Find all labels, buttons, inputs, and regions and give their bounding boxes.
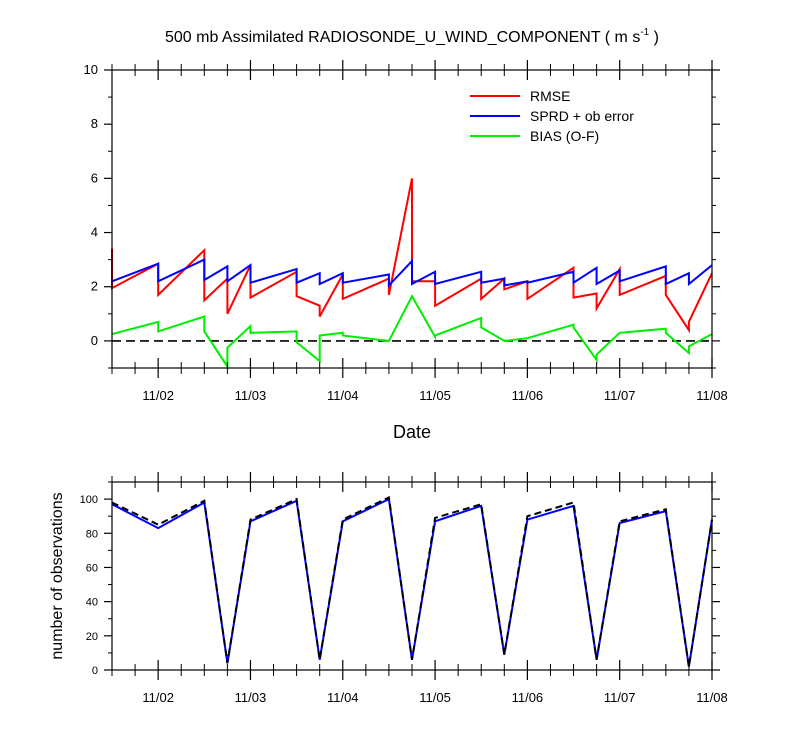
- legend-label: BIAS (O-F): [530, 128, 599, 144]
- x-tick-label: 11/03: [235, 690, 267, 705]
- x-tick-label: 11/05: [419, 388, 451, 403]
- y-tick-label: 40: [86, 597, 98, 609]
- x-tick-label: 11/08: [696, 388, 728, 403]
- y-tick-label: 8: [91, 116, 98, 131]
- x-tick-label: 11/06: [512, 690, 544, 705]
- y-tick-label: 10: [84, 62, 98, 77]
- y-tick-label: 0: [92, 665, 98, 677]
- x-tick-label: 11/06: [512, 388, 544, 403]
- series-line-possible: [111, 495, 713, 667]
- y-tick-label: 80: [86, 528, 98, 540]
- title-main: 500 mb Assimilated RADIOSONDE_U_WIND_COM…: [165, 29, 640, 46]
- legend-label: RMSE: [530, 88, 570, 104]
- y-tick-label: 100: [80, 494, 98, 506]
- title-exponent: -1: [640, 27, 649, 38]
- y-tick-label: 60: [86, 562, 98, 574]
- series-line-rmse: [111, 178, 713, 334]
- rmse-spread-bias-panel: 11/02 11/03 11/04 11/05 11/06 11/07 11/08 0 2 4 6 8…: [84, 60, 728, 442]
- x-tick-label: 11/05: [419, 690, 451, 705]
- x-tick-label: 11/02: [142, 388, 174, 403]
- legend-label: SPRD + ob error: [530, 108, 634, 124]
- x-tick-label: 11/02: [142, 690, 174, 705]
- y-tick-label: 6: [91, 170, 98, 185]
- plot-frame: [111, 481, 713, 671]
- x-tick-label: 11/07: [604, 388, 636, 403]
- x-axis-title: Date: [393, 422, 431, 442]
- title-close: ): [649, 29, 659, 46]
- series-line-assimilated: [111, 497, 713, 667]
- x-tick-label: 11/04: [327, 388, 359, 403]
- x-tick-label: 11/03: [235, 388, 267, 403]
- series-line-sprd-ob-error: [111, 258, 713, 288]
- chart-title: 500 mb Assimilated RADIOSONDE_U_WIND_COM…: [165, 27, 659, 46]
- x-tick-label: 11/07: [604, 690, 636, 705]
- y-tick-label: 2: [91, 279, 98, 294]
- x-tick-label: 11/08: [696, 690, 728, 705]
- y-axis-title: number of observations: [49, 492, 66, 659]
- y-tick-label: 4: [91, 225, 98, 240]
- x-tick-label: 11/04: [327, 690, 359, 705]
- y-tick-label: 0: [91, 333, 98, 348]
- y-tick-label: 20: [86, 631, 98, 643]
- series-line-bias-o-f: [111, 294, 713, 370]
- observation-count-panel: 11/02 11/03 11/04 11/05 11/06 11/07 11/08 0 20 40…: [49, 472, 728, 705]
